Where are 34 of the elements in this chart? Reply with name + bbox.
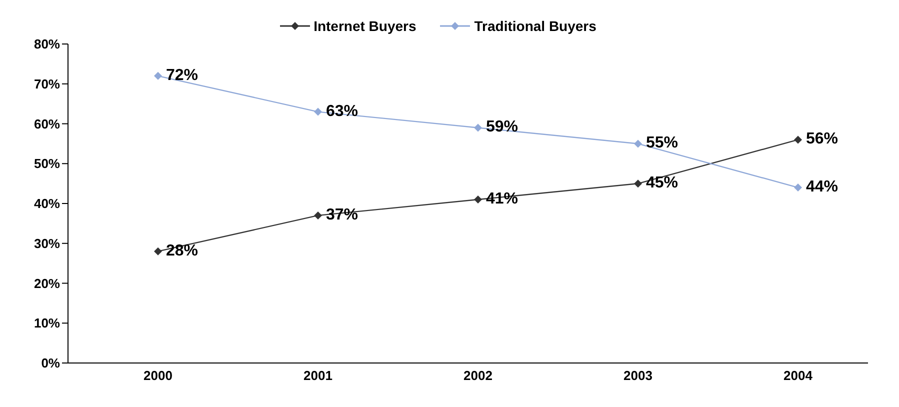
x-tick-label: 2003 <box>624 368 652 384</box>
x-tick-label: 2000 <box>144 368 172 384</box>
legend-label: Traditional Buyers <box>473 18 596 34</box>
data-label: 59% <box>486 118 518 136</box>
y-tick-label: 60% <box>34 116 60 132</box>
point <box>634 180 642 188</box>
data-label: 55% <box>646 134 678 152</box>
point <box>314 211 322 220</box>
data-label: 45% <box>646 174 678 192</box>
point <box>634 140 642 148</box>
x-tick-label: 2001 <box>304 368 332 384</box>
y-tick-label: 20% <box>34 276 60 291</box>
point <box>154 247 162 256</box>
data-label: 56% <box>806 130 838 148</box>
y-tick-label: 70% <box>34 76 60 92</box>
legend-label: Internet Buyers <box>312 18 416 34</box>
point <box>474 196 482 204</box>
y-tick-label: 30% <box>34 236 60 251</box>
point <box>794 136 802 144</box>
point <box>474 124 482 132</box>
y-tick-label: 40% <box>34 196 60 212</box>
data-label: 72% <box>166 66 198 84</box>
x-tick-label: 2002 <box>464 368 492 384</box>
y-tick-label: 50% <box>34 156 60 172</box>
point <box>314 108 322 116</box>
y-tick-label: 10% <box>34 316 60 331</box>
data-label: 44% <box>806 178 838 196</box>
point <box>154 72 162 80</box>
point <box>794 184 802 192</box>
y-tick-label: 80% <box>34 36 60 52</box>
x-tick-label: 2004 <box>784 368 814 384</box>
data-label: 28% <box>166 242 198 260</box>
y-tick-label: 0% <box>41 356 60 371</box>
data-label: 63% <box>326 102 358 120</box>
